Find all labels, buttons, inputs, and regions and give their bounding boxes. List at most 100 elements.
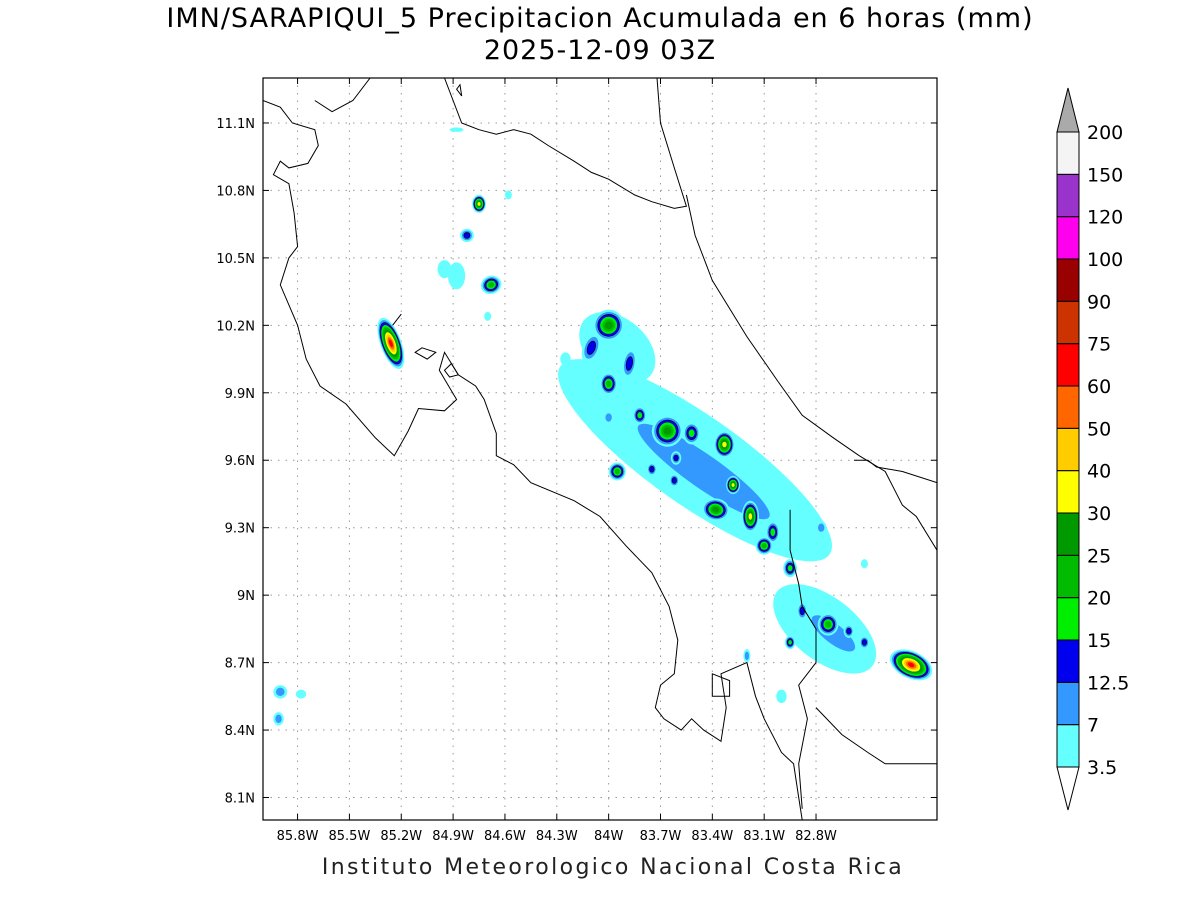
coastline-border_east	[854, 459, 937, 484]
precip-contour-1	[605, 413, 612, 422]
precip-contour-2	[861, 639, 868, 646]
precip-cell	[817, 613, 839, 636]
precip-contour-1	[744, 651, 749, 661]
colorbar-label: 3.5	[1087, 757, 1117, 779]
map-axes: 85.8W 85.5W 85.2W 84.9W 84.6W 84.3W 84W 83.7W 83…	[216, 78, 937, 844]
lat-tick-label: 11.1N	[216, 117, 255, 132]
precip-contour-3	[688, 429, 695, 438]
coastline-east	[685, 194, 937, 551]
precip-cell	[726, 475, 740, 494]
precip-contour-1	[275, 714, 282, 724]
precip-cell	[765, 520, 780, 544]
lat-tick-label: 10.5N	[216, 252, 255, 267]
map-title: IMN/SARAPIQUI_5 Precipitacion Acumulada …	[166, 3, 1034, 34]
precip-contour-4	[606, 380, 612, 387]
precip-cell	[755, 536, 773, 555]
colorbar-segment	[1056, 131, 1080, 175]
precip-cell	[816, 520, 827, 535]
precip-contour-2	[671, 477, 677, 484]
precip-contour-0	[560, 352, 571, 366]
precip-contour-1	[637, 423, 770, 520]
precip-cell	[449, 127, 464, 132]
precip-contour-3	[787, 565, 793, 572]
precip-cell	[743, 649, 751, 663]
precip-contour-5	[663, 427, 672, 435]
map-grid	[263, 78, 937, 820]
lat-tick-label: 8.7N	[225, 657, 255, 672]
precip-contour-6	[722, 441, 727, 448]
precip-contour-4	[761, 543, 767, 549]
lon-tick-label: 83.4W	[691, 829, 733, 844]
island-outline	[443, 362, 460, 378]
precip-contour-1	[275, 687, 285, 697]
precip-cell	[273, 685, 288, 699]
precip-contour-9	[388, 339, 393, 348]
precip-contour-2	[625, 356, 633, 371]
precip-contour-2	[586, 340, 596, 355]
colorbar-label: 20	[1087, 588, 1111, 610]
precip-contour-2	[846, 627, 852, 635]
precip-cell	[460, 228, 474, 243]
coastline-panama_coast	[815, 707, 937, 765]
lat-tick-label: 9.9N	[225, 387, 255, 402]
precip-cell	[600, 372, 618, 395]
precip-cell	[377, 317, 405, 369]
lon-tick-label: 85.5W	[329, 829, 371, 844]
precip-contour-0	[447, 262, 466, 290]
colorbar-segment	[1056, 258, 1080, 302]
precip-cell	[682, 422, 701, 445]
precip-cell	[776, 689, 787, 704]
map-subtitle: 2025-12-09 03Z	[483, 35, 717, 66]
precip-contour-2	[649, 465, 655, 473]
colorbar-label: 30	[1087, 503, 1111, 525]
lat-tick-label: 9.6N	[225, 454, 255, 469]
precip-cell	[670, 451, 682, 465]
colorbar-label: 90	[1087, 291, 1111, 313]
precip-contour-3	[770, 528, 776, 537]
coastline-north	[314, 78, 371, 113]
colorbar-label: 75	[1087, 334, 1111, 356]
coastline-main	[263, 100, 803, 820]
colorbar-segment	[1056, 173, 1080, 218]
precip-cell	[646, 462, 658, 476]
precip-cell	[560, 352, 571, 366]
colorbar-segment	[1056, 724, 1080, 768]
colorbar: 3.5 7 12.5 15 20 25 30 40 50 60 75 90 100 120 150 200	[1056, 87, 1129, 811]
lon-tick-label: 84.9W	[432, 829, 474, 844]
precip-contour-6	[477, 202, 481, 206]
precip-cell	[702, 498, 730, 521]
colorbar-label: 25	[1087, 545, 1111, 567]
coastline-nica_border	[392, 313, 402, 326]
precip-cell	[447, 262, 466, 290]
precip-contour-6	[731, 483, 735, 487]
plot-frame	[262, 77, 938, 821]
precip-contour-2	[673, 454, 679, 462]
credit-text: Instituto Meteorologico Nacional Costa R…	[321, 855, 905, 880]
precip-contour-0	[504, 190, 512, 200]
colorbar-label: 12.5	[1087, 672, 1129, 694]
precip-cell	[581, 332, 602, 363]
precip-cell	[859, 635, 870, 650]
lon-tick-label: 84W	[594, 829, 624, 844]
colorbar-under-arrow	[1056, 766, 1080, 811]
colorbar-segment	[1056, 512, 1080, 556]
lon-tick-label: 84.3W	[536, 829, 578, 844]
precip-cell	[889, 649, 933, 681]
colorbar-segment	[1056, 216, 1080, 260]
precip-contour-4	[614, 468, 620, 475]
precip-cell	[608, 462, 626, 481]
lon-tick-label: 82.8W	[795, 829, 837, 844]
colorbar-label: 7	[1087, 715, 1099, 737]
island-outline	[455, 83, 463, 97]
colorbar-label: 15	[1087, 630, 1111, 652]
precip-contour-0	[437, 260, 452, 279]
precip-cell	[784, 635, 796, 650]
precip-cell	[295, 689, 307, 699]
precip-cell	[480, 275, 502, 295]
precip-contour-0	[484, 311, 492, 321]
precip-contour-6	[748, 513, 753, 520]
coastline-lake	[444, 78, 688, 209]
precip-cell	[669, 473, 680, 488]
lat-tick-label: 8.1N	[225, 792, 255, 807]
